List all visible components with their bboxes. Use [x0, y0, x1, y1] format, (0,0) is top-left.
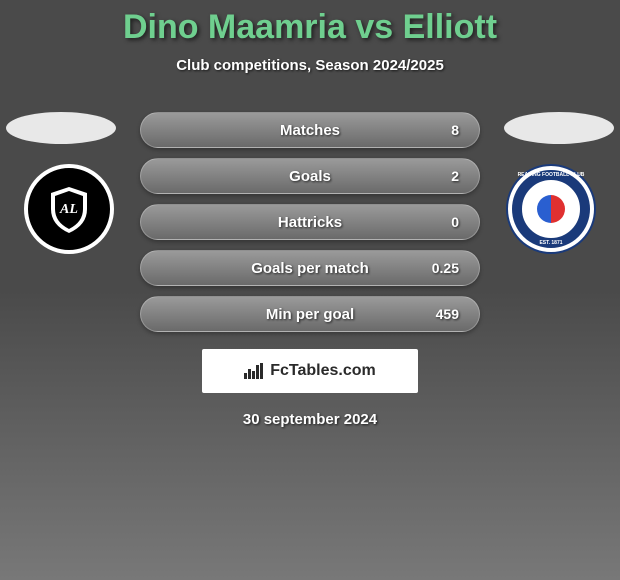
reading-text-top: READING FOOTBALL CLUB: [508, 172, 594, 178]
page-title: Dino Maamria vs Elliott: [0, 0, 620, 47]
stat-label: Matches: [211, 122, 409, 139]
svg-text:AL: AL: [59, 202, 78, 217]
stat-label: Goals: [211, 168, 409, 185]
stat-row-min-per-goal: Min per goal 459: [140, 296, 480, 332]
stat-label: Min per goal: [211, 306, 409, 323]
stat-row-goals: Goals 2: [140, 158, 480, 194]
stat-label: Hattricks: [211, 214, 409, 231]
content-area: AL READING FOOTBALL CLUB EST. 1871 Match…: [0, 104, 620, 334]
stat-label: Goals per match: [211, 260, 409, 277]
stat-right-value: 0.25: [409, 260, 459, 276]
stat-right-value: 0: [409, 214, 459, 230]
reading-ball-icon: [537, 195, 565, 223]
reading-text-bottom: EST. 1871: [508, 240, 594, 246]
reading-crest: READING FOOTBALL CLUB EST. 1871: [506, 164, 596, 254]
stat-row-matches: Matches 8: [140, 112, 480, 148]
reading-inner-icon: [528, 186, 574, 232]
brand-text: FcTables.com: [270, 362, 376, 380]
date-text: 30 september 2024: [0, 411, 620, 428]
academico-shield-icon: AL: [39, 179, 99, 239]
club-logo-left: AL: [24, 164, 114, 254]
subtitle: Club competitions, Season 2024/2025: [0, 57, 620, 74]
stat-row-goals-per-match: Goals per match 0.25: [140, 250, 480, 286]
academico-crest: AL: [24, 164, 114, 254]
player-photo-placeholder-right: [504, 112, 614, 144]
club-logo-right: READING FOOTBALL CLUB EST. 1871: [506, 164, 596, 254]
stats-list: Matches 8 Goals 2 Hattricks 0 Goals per …: [140, 112, 480, 342]
stat-right-value: 8: [409, 122, 459, 138]
bars-chart-icon: [244, 363, 264, 379]
stat-row-hattricks: Hattricks 0: [140, 204, 480, 240]
stat-right-value: 2: [409, 168, 459, 184]
stat-right-value: 459: [409, 306, 459, 322]
brand-box: FcTables.com: [202, 349, 418, 393]
player-photo-placeholder-left: [6, 112, 116, 144]
